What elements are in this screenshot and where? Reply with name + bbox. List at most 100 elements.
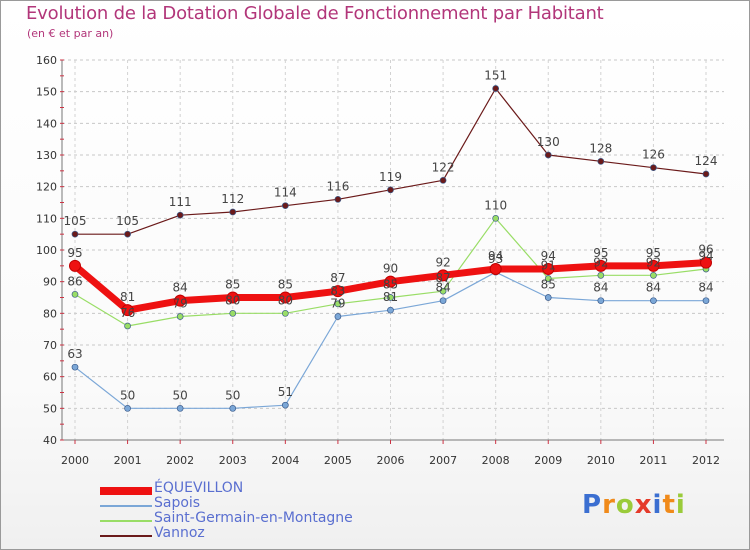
- data-point-saint-germain-en-montagne: [544, 275, 552, 282]
- data-label-saint-germain-en-montagne: 110: [484, 198, 507, 212]
- y-tick-label: 140: [36, 117, 57, 130]
- data-label--quevillon: 95: [646, 246, 661, 260]
- x-tick-label: 2004: [271, 454, 299, 467]
- grid-layer: [62, 59, 724, 441]
- data-point--quevillon: [489, 263, 502, 275]
- data-label-saint-germain-en-montagne: 79: [173, 297, 188, 311]
- data-point-vannoz: [281, 202, 289, 210]
- data-label-vannoz: 112: [221, 192, 244, 206]
- x-tick-label: 2007: [429, 454, 457, 467]
- logo-letter: x: [634, 490, 653, 520]
- legend-label-sapois: Sapois: [154, 495, 201, 511]
- x-tick-label: 2003: [219, 454, 247, 467]
- y-tick-label: 120: [36, 181, 57, 194]
- data-label-saint-germain-en-montagne: 87: [435, 271, 450, 285]
- data-point-sapois: [387, 306, 394, 314]
- proxiti-logo: Proxiti: [582, 490, 686, 520]
- data-label-saint-germain-en-montagne: 83: [330, 284, 345, 298]
- data-label-sapois: 93: [488, 252, 503, 266]
- data-label-saint-germain-en-montagne: 92: [593, 255, 608, 269]
- logo-letter: t: [662, 490, 676, 520]
- data-label--quevillon: 85: [278, 278, 293, 292]
- data-point-saint-germain-en-montagne: [334, 300, 342, 308]
- logo-letter: i: [652, 490, 663, 520]
- data-label-vannoz: 114: [274, 186, 297, 200]
- data-label--quevillon: 85: [225, 278, 240, 292]
- data-label-sapois: 50: [225, 388, 240, 402]
- legend-label-equevillon: ÉQUEVILLON: [154, 480, 244, 496]
- data-point--quevillon: [594, 259, 607, 272]
- data-point--quevillon: [542, 263, 555, 275]
- data-label--quevillon: 95: [593, 246, 608, 260]
- logo-letter: i: [675, 490, 686, 520]
- data-point-sapois: [71, 363, 79, 371]
- data-label-vannoz: 130: [537, 135, 560, 149]
- data-label-vannoz: 128: [589, 141, 612, 155]
- data-label-vannoz: 126: [642, 148, 665, 162]
- data-point-saint-germain-en-montagne: [281, 309, 289, 317]
- x-tick-label: 2006: [377, 454, 405, 467]
- axis-layer: 40 50 60 70 80 90 100 110 120 130 140 150 160 2000 200…: [36, 54, 724, 467]
- data-point--quevillon: [384, 275, 397, 288]
- data-point--quevillon: [331, 285, 344, 298]
- x-tick-label: 2001: [114, 454, 142, 467]
- x-tick-label: 2002: [166, 454, 194, 467]
- data-point-sapois: [439, 297, 447, 305]
- data-point-sapois: [334, 313, 342, 320]
- data-label--quevillon: 96: [698, 243, 713, 257]
- data-label-saint-germain-en-montagne: 92: [646, 255, 661, 269]
- data-point--quevillon: [647, 259, 660, 272]
- logo-letter: P: [582, 490, 603, 520]
- data-point-vannoz: [702, 170, 710, 178]
- data-point-sapois: [124, 404, 131, 412]
- chart-title: Evolution de la Dotation Globale de Fonc…: [26, 3, 604, 24]
- data-label-vannoz: 116: [326, 179, 349, 193]
- y-tick-label: 90: [43, 276, 57, 289]
- y-tick-label: 100: [36, 244, 57, 257]
- data-label--quevillon: 92: [435, 255, 450, 269]
- data-label--quevillon: 87: [330, 271, 345, 285]
- data-point-saint-germain-en-montagne: [229, 309, 237, 317]
- data-label-sapois: 84: [646, 281, 661, 295]
- data-point-vannoz: [650, 164, 657, 172]
- data-label-sapois: 81: [383, 290, 398, 304]
- data-point-saint-germain-en-montagne: [387, 294, 394, 301]
- y-tick-label: 50: [43, 402, 57, 415]
- data-label-saint-germain-en-montagne: 76: [120, 306, 135, 320]
- data-point-saint-germain-en-montagne: [650, 271, 657, 279]
- data-point-saint-germain-en-montagne: [439, 287, 447, 295]
- data-label-sapois: 50: [173, 388, 188, 402]
- x-tick-label: 2008: [482, 454, 510, 467]
- data-point-sapois: [597, 297, 605, 305]
- y-tick-label: 160: [36, 54, 57, 67]
- data-point-vannoz: [334, 195, 342, 203]
- data-label-vannoz: 119: [379, 170, 402, 184]
- data-label-vannoz: 111: [169, 195, 192, 209]
- logo-letter: o: [615, 490, 635, 520]
- data-point-sapois: [650, 297, 657, 305]
- data-point-sapois: [544, 294, 552, 301]
- data-point-saint-germain-en-montagne: [176, 313, 184, 320]
- data-point-sapois: [281, 401, 289, 409]
- data-point--quevillon: [437, 269, 450, 282]
- data-label-vannoz: 151: [484, 69, 507, 83]
- x-tick-label: 2000: [61, 454, 89, 467]
- x-tick-label: 2009: [534, 454, 562, 467]
- data-point-vannoz: [439, 176, 447, 184]
- legend-swatch-vannoz: [100, 535, 152, 537]
- data-point--quevillon: [226, 291, 239, 304]
- data-label-sapois: 51: [278, 385, 293, 399]
- data-label--quevillon: 94: [541, 249, 556, 263]
- data-label-saint-germain-en-montagne: 94: [698, 249, 713, 263]
- data-point-saint-germain-en-montagne: [124, 322, 131, 330]
- y-tick-label: 80: [43, 307, 57, 320]
- data-label-vannoz: 124: [695, 154, 718, 168]
- data-label-sapois: 84: [698, 281, 713, 295]
- data-point-vannoz: [229, 208, 237, 216]
- data-point-sapois: [702, 297, 710, 305]
- data-point-sapois: [229, 404, 237, 412]
- label-layer: 105 105 111 112 114 116 119 122 151 130 128 126 124 8…: [64, 69, 718, 403]
- data-label--quevillon: 94: [488, 249, 503, 263]
- y-tick-label: 70: [43, 339, 57, 352]
